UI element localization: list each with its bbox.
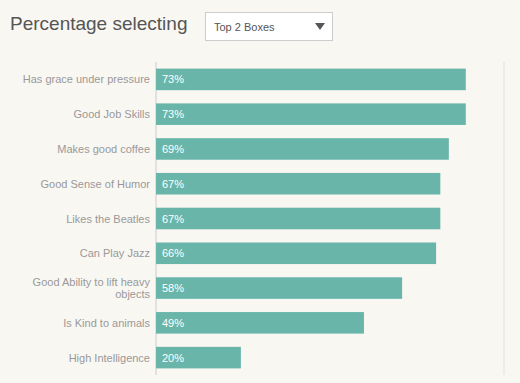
y-tick-label-line: Good Sense of Humor [41, 178, 151, 190]
y-tick-label-line: Good Job Skills [74, 108, 151, 120]
data-label: 67% [162, 178, 184, 190]
bar [156, 173, 440, 195]
y-tick-label-line: Good Ability to lift heavy [33, 276, 151, 288]
data-label: 20% [162, 352, 184, 364]
data-label: 66% [162, 247, 184, 259]
dropdown-label: Top 2 Boxes [214, 21, 275, 33]
chart-svg: Percentage selecting Top 2 Boxes 73% 73% 69%… [0, 0, 520, 383]
title: Percentage selecting [10, 13, 187, 34]
data-labels: 73% 73% 69% 67% 67% 66% 58% 49% 20% [162, 73, 184, 363]
dropdown: Top 2 Boxes [206, 13, 333, 41]
data-label: 73% [162, 73, 184, 85]
y-tick-label: Good Ability to lift heavyobjects [33, 276, 151, 300]
bar [156, 277, 402, 299]
chart-container: Percentage selecting Top 2 Boxes 73% 73% 69%… [0, 0, 520, 383]
y-tick-label: Makes good coffee [57, 143, 150, 155]
data-label: 49% [162, 317, 184, 329]
y-tick-label-line: Makes good coffee [57, 143, 150, 155]
y-tick-label: High Intelligence [69, 352, 150, 364]
y-tick-label-line: Likes the Beatles [66, 213, 150, 225]
y-tick-label: Is Kind to animals [63, 317, 150, 329]
y-tick-label: Can Play Jazz [80, 247, 150, 259]
y-tick-label-line: Can Play Jazz [80, 247, 150, 259]
bar [156, 69, 466, 91]
y-tick-label-line: Has grace under pressure [23, 73, 150, 85]
y-tick-labels: Has grace under pressure Good Job Skills M… [23, 73, 151, 363]
bar [156, 208, 440, 230]
range-end-line [504, 62, 505, 375]
y-tick-label-line: Is Kind to animals [63, 317, 150, 329]
bars [156, 69, 466, 369]
dropdown-arrow [315, 23, 325, 30]
bar [156, 103, 466, 125]
y-tick-label: Likes the Beatles [66, 213, 150, 225]
data-label: 67% [162, 213, 184, 225]
bar [156, 312, 364, 334]
y-tick-label-line: objects [115, 288, 150, 300]
data-label: 69% [162, 143, 184, 155]
y-tick-label: Good Sense of Humor [41, 178, 151, 190]
data-label: 58% [162, 282, 184, 294]
y-tick-label: Good Job Skills [74, 108, 151, 120]
bar [156, 138, 449, 160]
y-tick-label: Has grace under pressure [23, 73, 150, 85]
background [0, 0, 520, 383]
y-tick-label-line: High Intelligence [69, 352, 150, 364]
bar [156, 242, 436, 264]
bar [156, 347, 241, 369]
data-label: 73% [162, 108, 184, 120]
dropdown-box [206, 13, 333, 41]
